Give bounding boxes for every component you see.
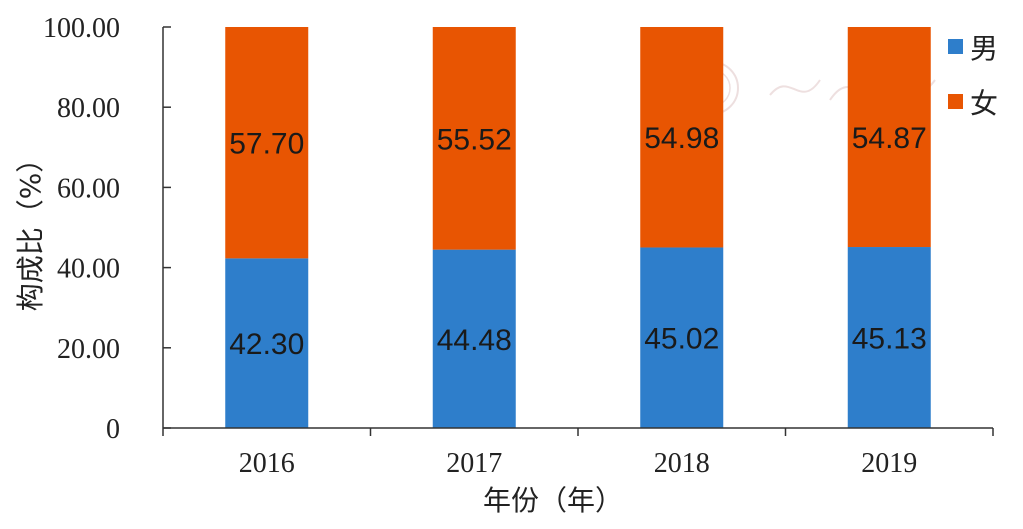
bar-male-2016 (225, 258, 309, 428)
bar-female-2016 (225, 27, 309, 259)
x-tick-label: 2016 (239, 448, 295, 479)
data-label-female-2019: 54.87 (852, 122, 927, 155)
legend-label-female: 女 (970, 87, 998, 120)
x-ticks: 2016 2017 2018 2019 (162, 428, 994, 479)
y-ticks: 0 20.00 40.00 60.00 80.00 100.00 (43, 13, 171, 445)
y-tick-label: 80.00 (57, 93, 120, 124)
legend: 男女 (948, 32, 998, 120)
legend-label-male: 男 (970, 32, 998, 65)
y-tick-label: 0 (106, 414, 120, 445)
x-tick-label: 2017 (446, 448, 502, 479)
data-label-male-2016: 42.30 (229, 328, 304, 361)
data-label-male-2019: 45.13 (852, 323, 927, 356)
bar-male-2018 (640, 247, 724, 428)
x-axis-title: 年份（年） (483, 484, 623, 517)
bar-male-2019 (847, 247, 931, 428)
data-label-male-2018: 45.02 (644, 323, 719, 356)
x-tick-label: 2018 (654, 448, 710, 479)
y-tick-label: 100.00 (43, 13, 120, 44)
bar-female-2018 (640, 27, 724, 248)
bar-male-2017 (432, 249, 516, 428)
plot-area: 42.30 57.70 44.48 55.52 45.02 54.98 45.13 54.87 (225, 27, 931, 428)
y-tick-label: 20.00 (57, 334, 120, 365)
data-label-female-2018: 54.98 (644, 122, 719, 155)
data-label-female-2016: 57.70 (229, 128, 304, 161)
data-label-male-2017: 44.48 (437, 324, 512, 357)
bar-female-2019 (847, 27, 931, 248)
bar-female-2017 (432, 27, 516, 250)
legend-swatch-male (948, 39, 963, 54)
y-tick-label: 60.00 (57, 173, 120, 204)
y-axis-title: 构成比（%） (14, 145, 47, 312)
data-label-female-2017: 55.52 (437, 123, 512, 156)
x-tick-label: 2019 (861, 448, 917, 479)
y-tick-label: 40.00 (57, 254, 120, 285)
legend-swatch-female (948, 94, 963, 109)
